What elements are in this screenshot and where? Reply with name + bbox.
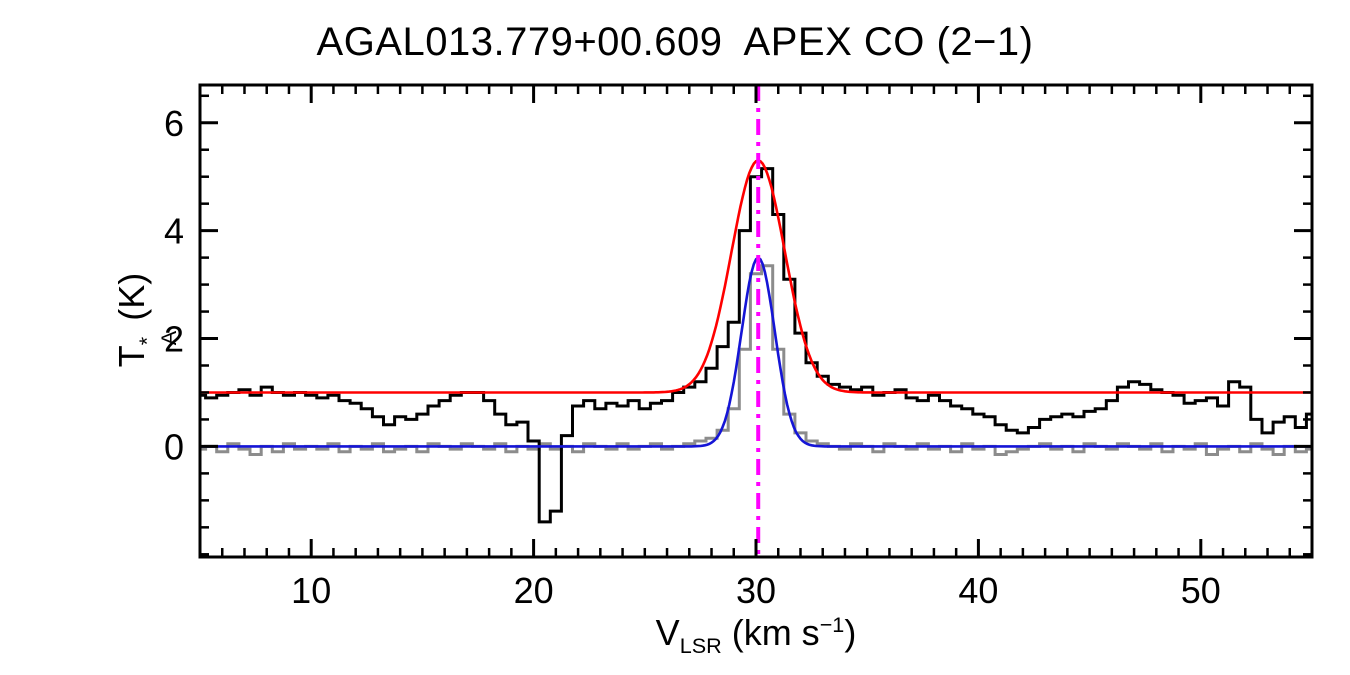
y-label-superscript: * [133, 336, 159, 346]
x-label-unit-open: (km s [721, 612, 820, 653]
x-label-subscript: LSR [679, 633, 722, 659]
x-axis-label: VLSR (km s−1) [200, 612, 1312, 659]
red-gaussian-fit-path [200, 159, 1312, 394]
plot-data-layer [200, 85, 1312, 557]
gray-spectrum-path [200, 264, 1312, 456]
chart-title: AGAL013.779+00.609 APEX CO (2−1) [316, 20, 1034, 64]
x-tick-label: 50 [1181, 570, 1221, 611]
y-tick-label: 6 [164, 103, 184, 144]
x-tick-label: 10 [291, 570, 331, 611]
x-label-symbol: V [655, 612, 680, 653]
blue-gaussian-fit-path [200, 255, 1312, 448]
axis-ticks [198, 85, 1314, 557]
y-label-subscript: A [156, 330, 182, 346]
y-tick-label: 0 [164, 426, 184, 467]
y-tick-label: 2 [164, 319, 184, 360]
y-label-unit: (K) [110, 272, 152, 331]
y-label-symbol: T [110, 345, 152, 368]
y-axis-label: T * A (K) [111, 273, 181, 367]
axes-box [198, 83, 1314, 559]
black-spectrum-path [200, 167, 1312, 524]
y-label-supsub: * A [133, 330, 182, 346]
x-tick-label: 30 [736, 570, 776, 611]
x-tick-label: 20 [514, 570, 554, 611]
x-label-superscript: −1 [819, 612, 845, 637]
y-tick-label: 4 [164, 211, 184, 252]
x-label-unit-close: ) [844, 612, 857, 653]
x-tick-label: 40 [958, 570, 998, 611]
